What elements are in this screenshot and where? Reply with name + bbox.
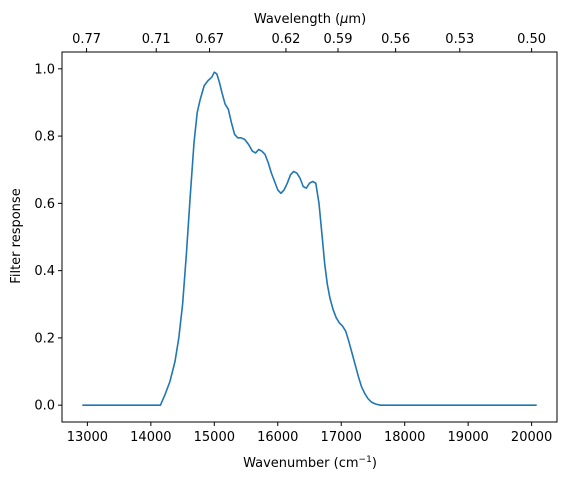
y-tick-label: 1.0 — [34, 62, 55, 77]
x-tick-label: 14000 — [130, 430, 171, 445]
top-tick-label: 0.62 — [271, 32, 300, 47]
y-axis-label: Filter response — [9, 188, 24, 283]
top-tick-label: 0.53 — [445, 32, 474, 47]
top-axis-label-text: Wavelength ( — [254, 12, 340, 27]
y-tick-label: 0.2 — [34, 331, 55, 346]
x-tick-label: 17000 — [321, 430, 362, 445]
top-axis-label: Wavelength (μm) — [254, 12, 366, 27]
y-tick-label: 0.4 — [34, 264, 55, 279]
x-axis-label-text: Wavenumber (cm — [243, 456, 358, 471]
series-layer — [82, 71, 537, 407]
ticks-layer: 13000 14000 15000 16000 17000 18000 19000 20000… — [34, 32, 552, 445]
x-tick-label: 16000 — [257, 430, 298, 445]
top-tick-label: 0.71 — [142, 32, 171, 47]
top-tick-label: 0.56 — [381, 32, 410, 47]
top-tick-label: 0.67 — [195, 32, 224, 47]
plot-frame — [61, 51, 558, 423]
top-tick-label: 0.50 — [517, 32, 546, 47]
top-tick-label: 0.59 — [324, 32, 353, 47]
filter-response-line — [82, 71, 537, 407]
x-axis-label: Wavenumber (cm−1) — [243, 455, 377, 471]
x-tick-label: 18000 — [384, 430, 425, 445]
y-tick-label: 0.6 — [34, 197, 55, 212]
x-tick-label: 20000 — [511, 430, 552, 445]
x-axis-label-end: ) — [372, 456, 377, 471]
top-axis-label-mu: μ — [339, 12, 348, 27]
x-axis-label-superscript: −1 — [359, 455, 372, 465]
top-axis-label-end: m) — [348, 12, 366, 27]
x-tick-label: 13000 — [67, 430, 108, 445]
y-tick-label: 0.8 — [34, 130, 55, 145]
top-tick-label: 0.77 — [72, 32, 101, 47]
x-tick-label: 15000 — [194, 430, 235, 445]
y-tick-label: 0.0 — [34, 399, 55, 414]
x-tick-label: 19000 — [447, 430, 488, 445]
